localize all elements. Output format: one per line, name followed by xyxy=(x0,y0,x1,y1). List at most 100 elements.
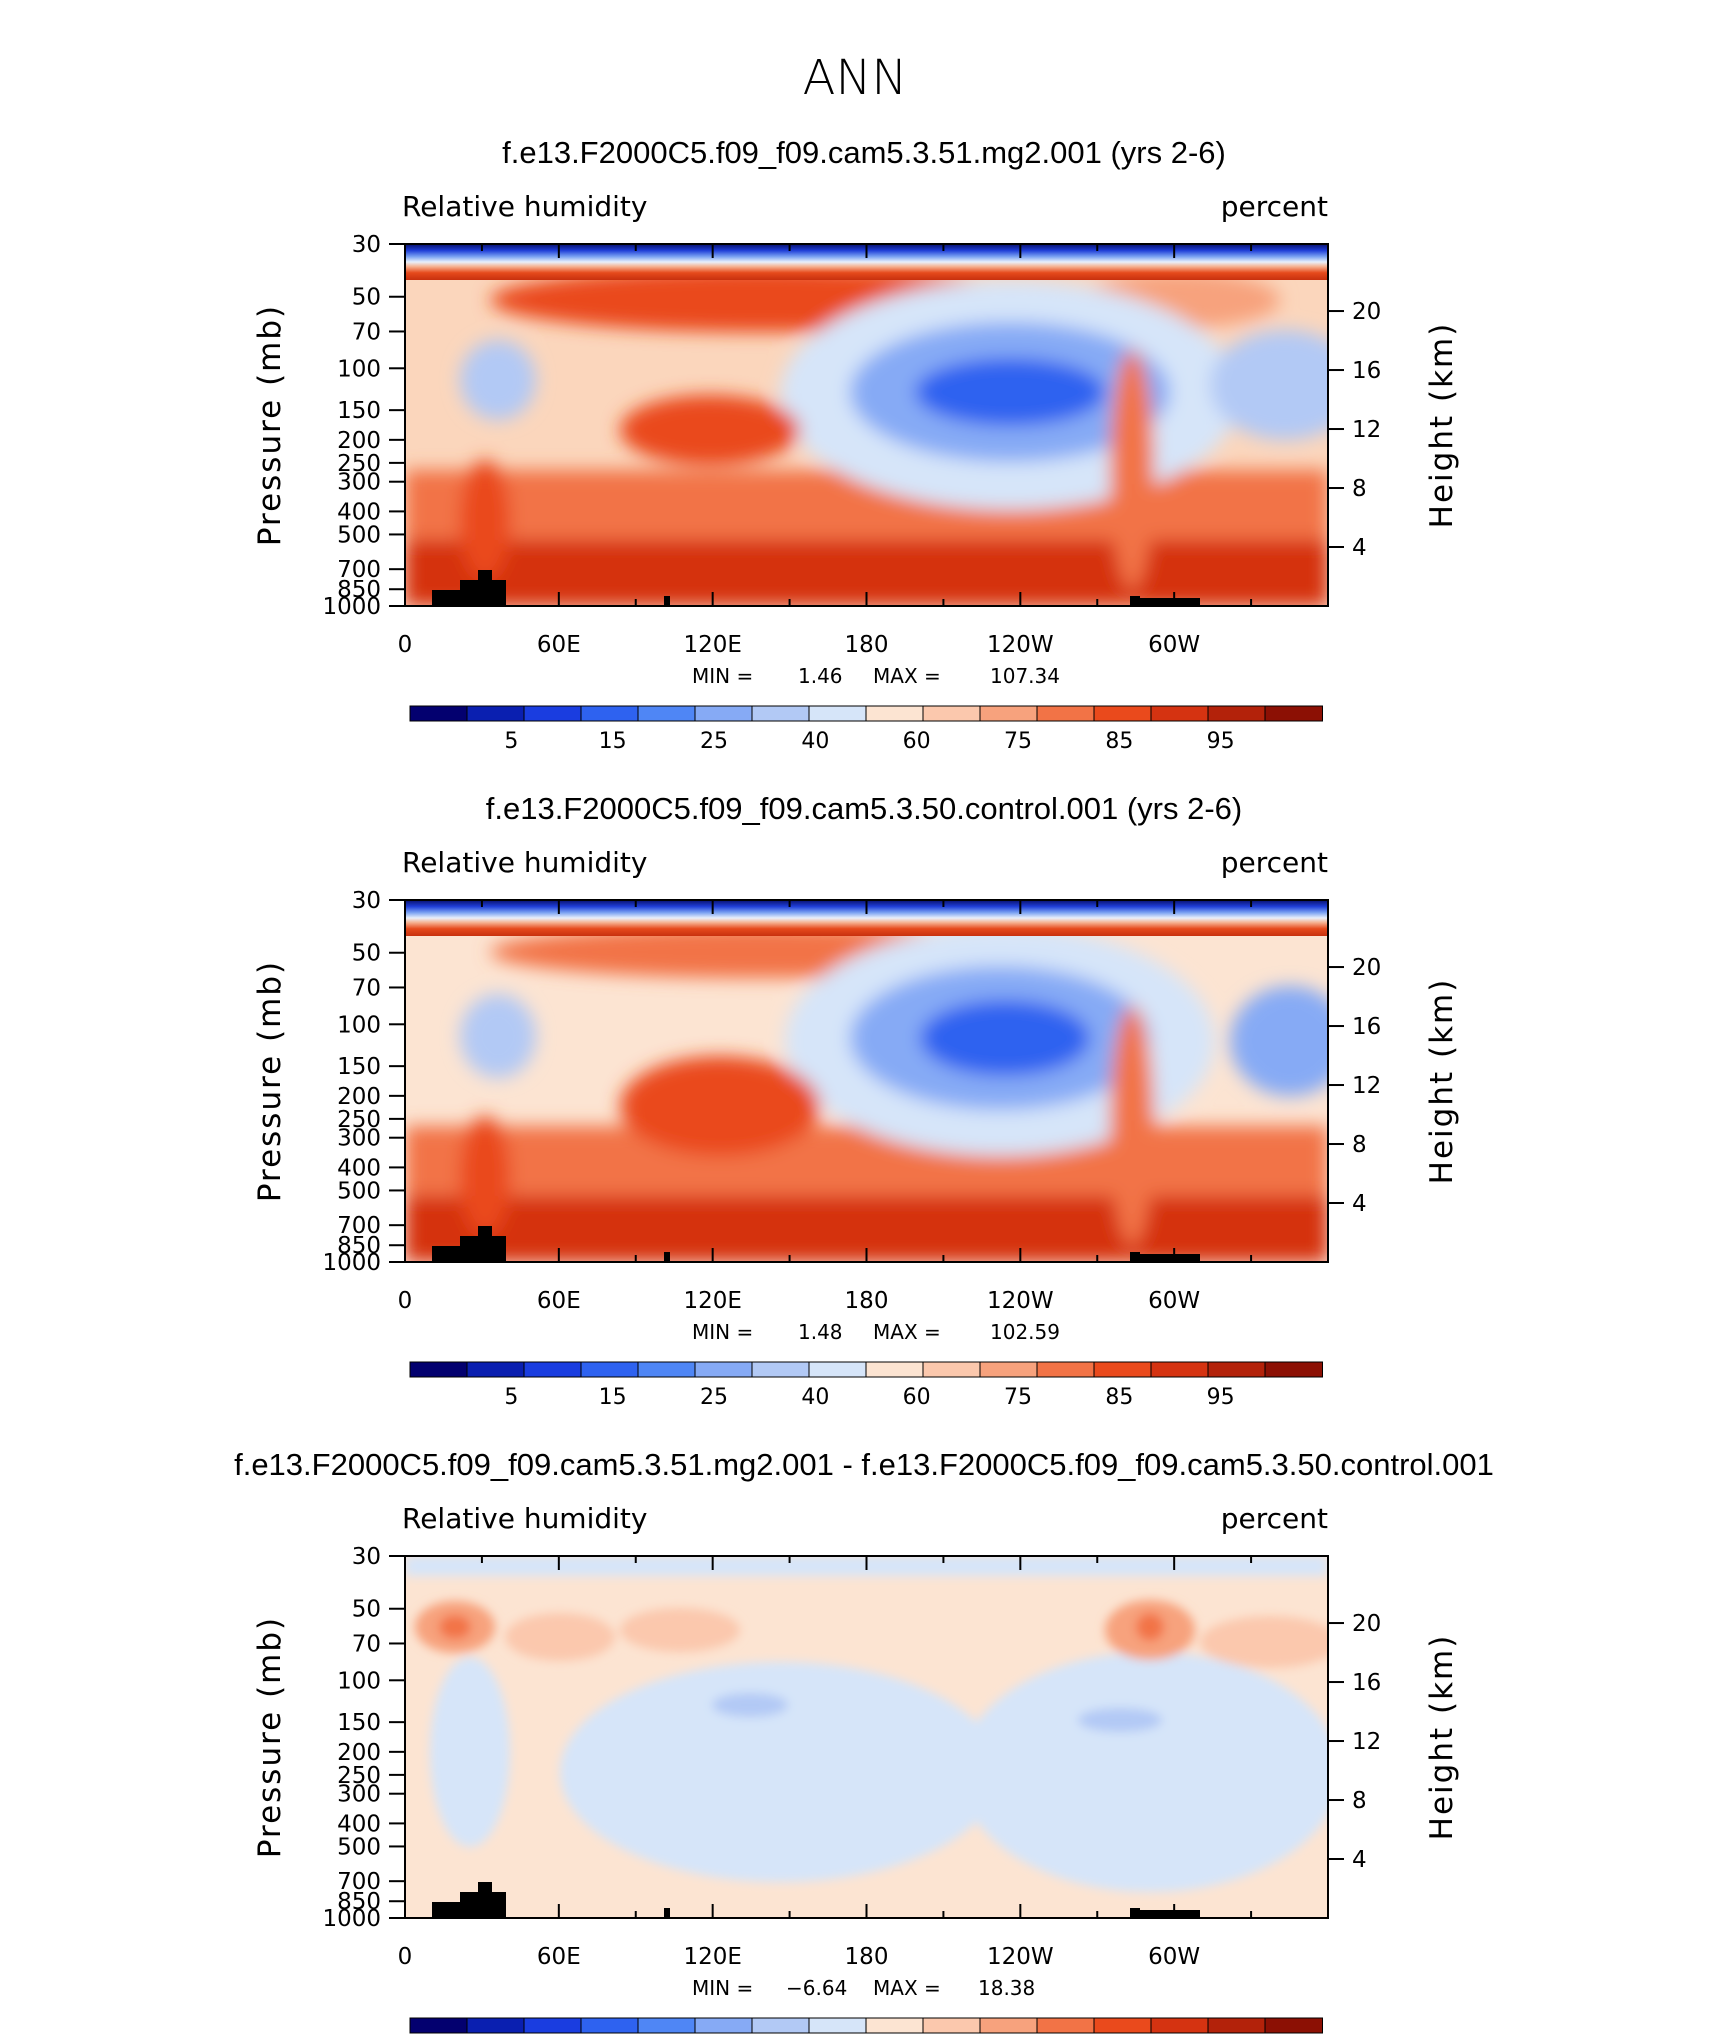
colorbar-box xyxy=(1093,705,1152,722)
variable-label: Relative humidity xyxy=(402,846,647,879)
x-tick-label: 60E xyxy=(537,632,581,658)
height-tick-label: 8 xyxy=(1352,476,1367,502)
y-tick-label: 300 xyxy=(337,1782,381,1808)
height-tick-label: 8 xyxy=(1352,1788,1367,1814)
contour-field xyxy=(405,244,1328,606)
y-tick-label: 30 xyxy=(352,232,381,258)
plot-area: 0 60E 120E 180 120W 60W 30 50 70 100 150 200250300… xyxy=(322,888,1381,1314)
colorbar-label: 60 xyxy=(903,1385,931,1410)
colorbar-box xyxy=(979,705,1038,722)
height-axis: 20 16 12 8 4 xyxy=(1328,299,1381,561)
negative-east-pacific xyxy=(960,1652,1328,1892)
y-axis-title: Pressure (mb) xyxy=(252,960,288,1202)
y-tick-label: 30 xyxy=(352,1544,381,1570)
figure-title: ANN xyxy=(803,50,908,106)
colorbar-label: 5 xyxy=(504,729,518,754)
x-tick-label: 120E xyxy=(683,632,741,658)
y-tick-label: 100 xyxy=(337,356,381,382)
colorbar-box xyxy=(1207,1361,1266,1378)
y-axis-title: Pressure (mb) xyxy=(252,1616,288,1858)
colorbar-box xyxy=(751,705,810,722)
colorbar-box xyxy=(409,1361,468,1378)
height-axis: 20 16 12 8 4 xyxy=(1328,1611,1381,1873)
y-tick-label: 150 xyxy=(337,1710,381,1736)
negative-core-east xyxy=(1078,1708,1162,1732)
min-label: MIN = xyxy=(692,1976,753,2000)
height-tick-label: 12 xyxy=(1352,1073,1381,1099)
colorbar-box xyxy=(466,1361,525,1378)
colorbar-box xyxy=(409,2017,468,2034)
colorbar-box xyxy=(694,1361,753,1378)
moist-column-africa xyxy=(460,460,510,580)
x-tick-label: 120W xyxy=(987,1288,1054,1314)
y-tick-label: 250 xyxy=(337,451,381,477)
colorbar-box xyxy=(523,1361,582,1378)
x-tick-label: 0 xyxy=(398,1288,413,1314)
colorbar-label: 15 xyxy=(599,1385,627,1410)
colorbar-label: 95 xyxy=(1207,729,1235,754)
y-tick-label: 1000 xyxy=(322,594,381,620)
colorbar-box xyxy=(808,705,867,722)
dry-zone-africa xyxy=(460,994,536,1078)
colorbar-box xyxy=(637,705,696,722)
colorbar-label: 25 xyxy=(700,729,728,754)
max-value: 18.38 xyxy=(978,1976,1035,2000)
colorbar-box xyxy=(751,1361,810,1378)
dry-zone-atlantic xyxy=(1210,330,1328,440)
y-tick-label: 400 xyxy=(337,1811,381,1837)
y-tick-label: 50 xyxy=(352,285,381,311)
x-tick-label: 120W xyxy=(987,632,1054,658)
colorbar-box xyxy=(865,2017,924,2034)
height-tick-label: 16 xyxy=(1352,1014,1381,1040)
y-tick-label: 70 xyxy=(352,1631,381,1657)
colorbar-label: 75 xyxy=(1004,729,1032,754)
y-tick-label: 500 xyxy=(337,1834,381,1860)
y-tick-label: 400 xyxy=(337,499,381,525)
units-label: percent xyxy=(1221,1502,1328,1535)
height-tick-label: 4 xyxy=(1352,1847,1367,1873)
height-tick-label: 16 xyxy=(1352,358,1381,384)
contour-field xyxy=(405,1556,1328,1918)
colorbar-box xyxy=(1093,1361,1152,1378)
y-tick-label: 700 xyxy=(337,1869,381,1895)
moist-maritime xyxy=(620,395,800,465)
colorbar-box xyxy=(865,1361,924,1378)
colorbar-label: 15 xyxy=(599,729,627,754)
y-tick-label: 250 xyxy=(337,1763,381,1789)
min-label: MIN = xyxy=(692,664,753,688)
field-shapes xyxy=(405,1556,1328,1892)
min-value: 1.46 xyxy=(798,664,843,688)
max-label: MAX = xyxy=(873,1976,941,2000)
variable-label: Relative humidity xyxy=(402,1502,647,1535)
positive-upper-indian xyxy=(505,1613,615,1661)
colorbar-box xyxy=(1264,705,1323,722)
y-tick-label: 500 xyxy=(337,522,381,548)
height-tick-label: 12 xyxy=(1352,417,1381,443)
colorbar-box xyxy=(1264,1361,1323,1378)
dry-zone-africa xyxy=(460,340,536,420)
panel-title: f.e13.F2000C5.f09_f09.cam5.3.51.mg2.001 … xyxy=(234,1447,1494,1482)
height-tick-label: 8 xyxy=(1352,1132,1367,1158)
plot-area: 0 60E 120E 180 120W 60W 30 50 70 100 150 200250300… xyxy=(322,1544,1381,1970)
colorbar-label: 40 xyxy=(801,729,829,754)
max-value: 107.34 xyxy=(990,664,1060,688)
moist-column-andes xyxy=(1110,1006,1154,1246)
colorbar-box xyxy=(1264,2017,1323,2034)
x-tick-label: 120E xyxy=(683,1944,741,1970)
x-axis: 0 60E 120E 180 120W 60W xyxy=(398,244,1253,658)
colorbar-box xyxy=(580,1361,639,1378)
min-label: MIN = xyxy=(692,1320,753,1344)
panel-title: f.e13.F2000C5.f09_f09.cam5.3.50.control.… xyxy=(486,791,1243,826)
positive-upper-atlantic xyxy=(1200,1616,1328,1668)
colorbar-label: 85 xyxy=(1105,729,1133,754)
colorbar-label: 75 xyxy=(1004,1385,1032,1410)
height-tick-label: 20 xyxy=(1352,1611,1381,1637)
y-tick-label: 700 xyxy=(337,557,381,583)
x-tick-label: 120W xyxy=(987,1944,1054,1970)
colorbar-label: 25 xyxy=(700,1385,728,1410)
dry-zone-pacific-core xyxy=(915,358,1105,426)
max-label: MAX = xyxy=(873,664,941,688)
